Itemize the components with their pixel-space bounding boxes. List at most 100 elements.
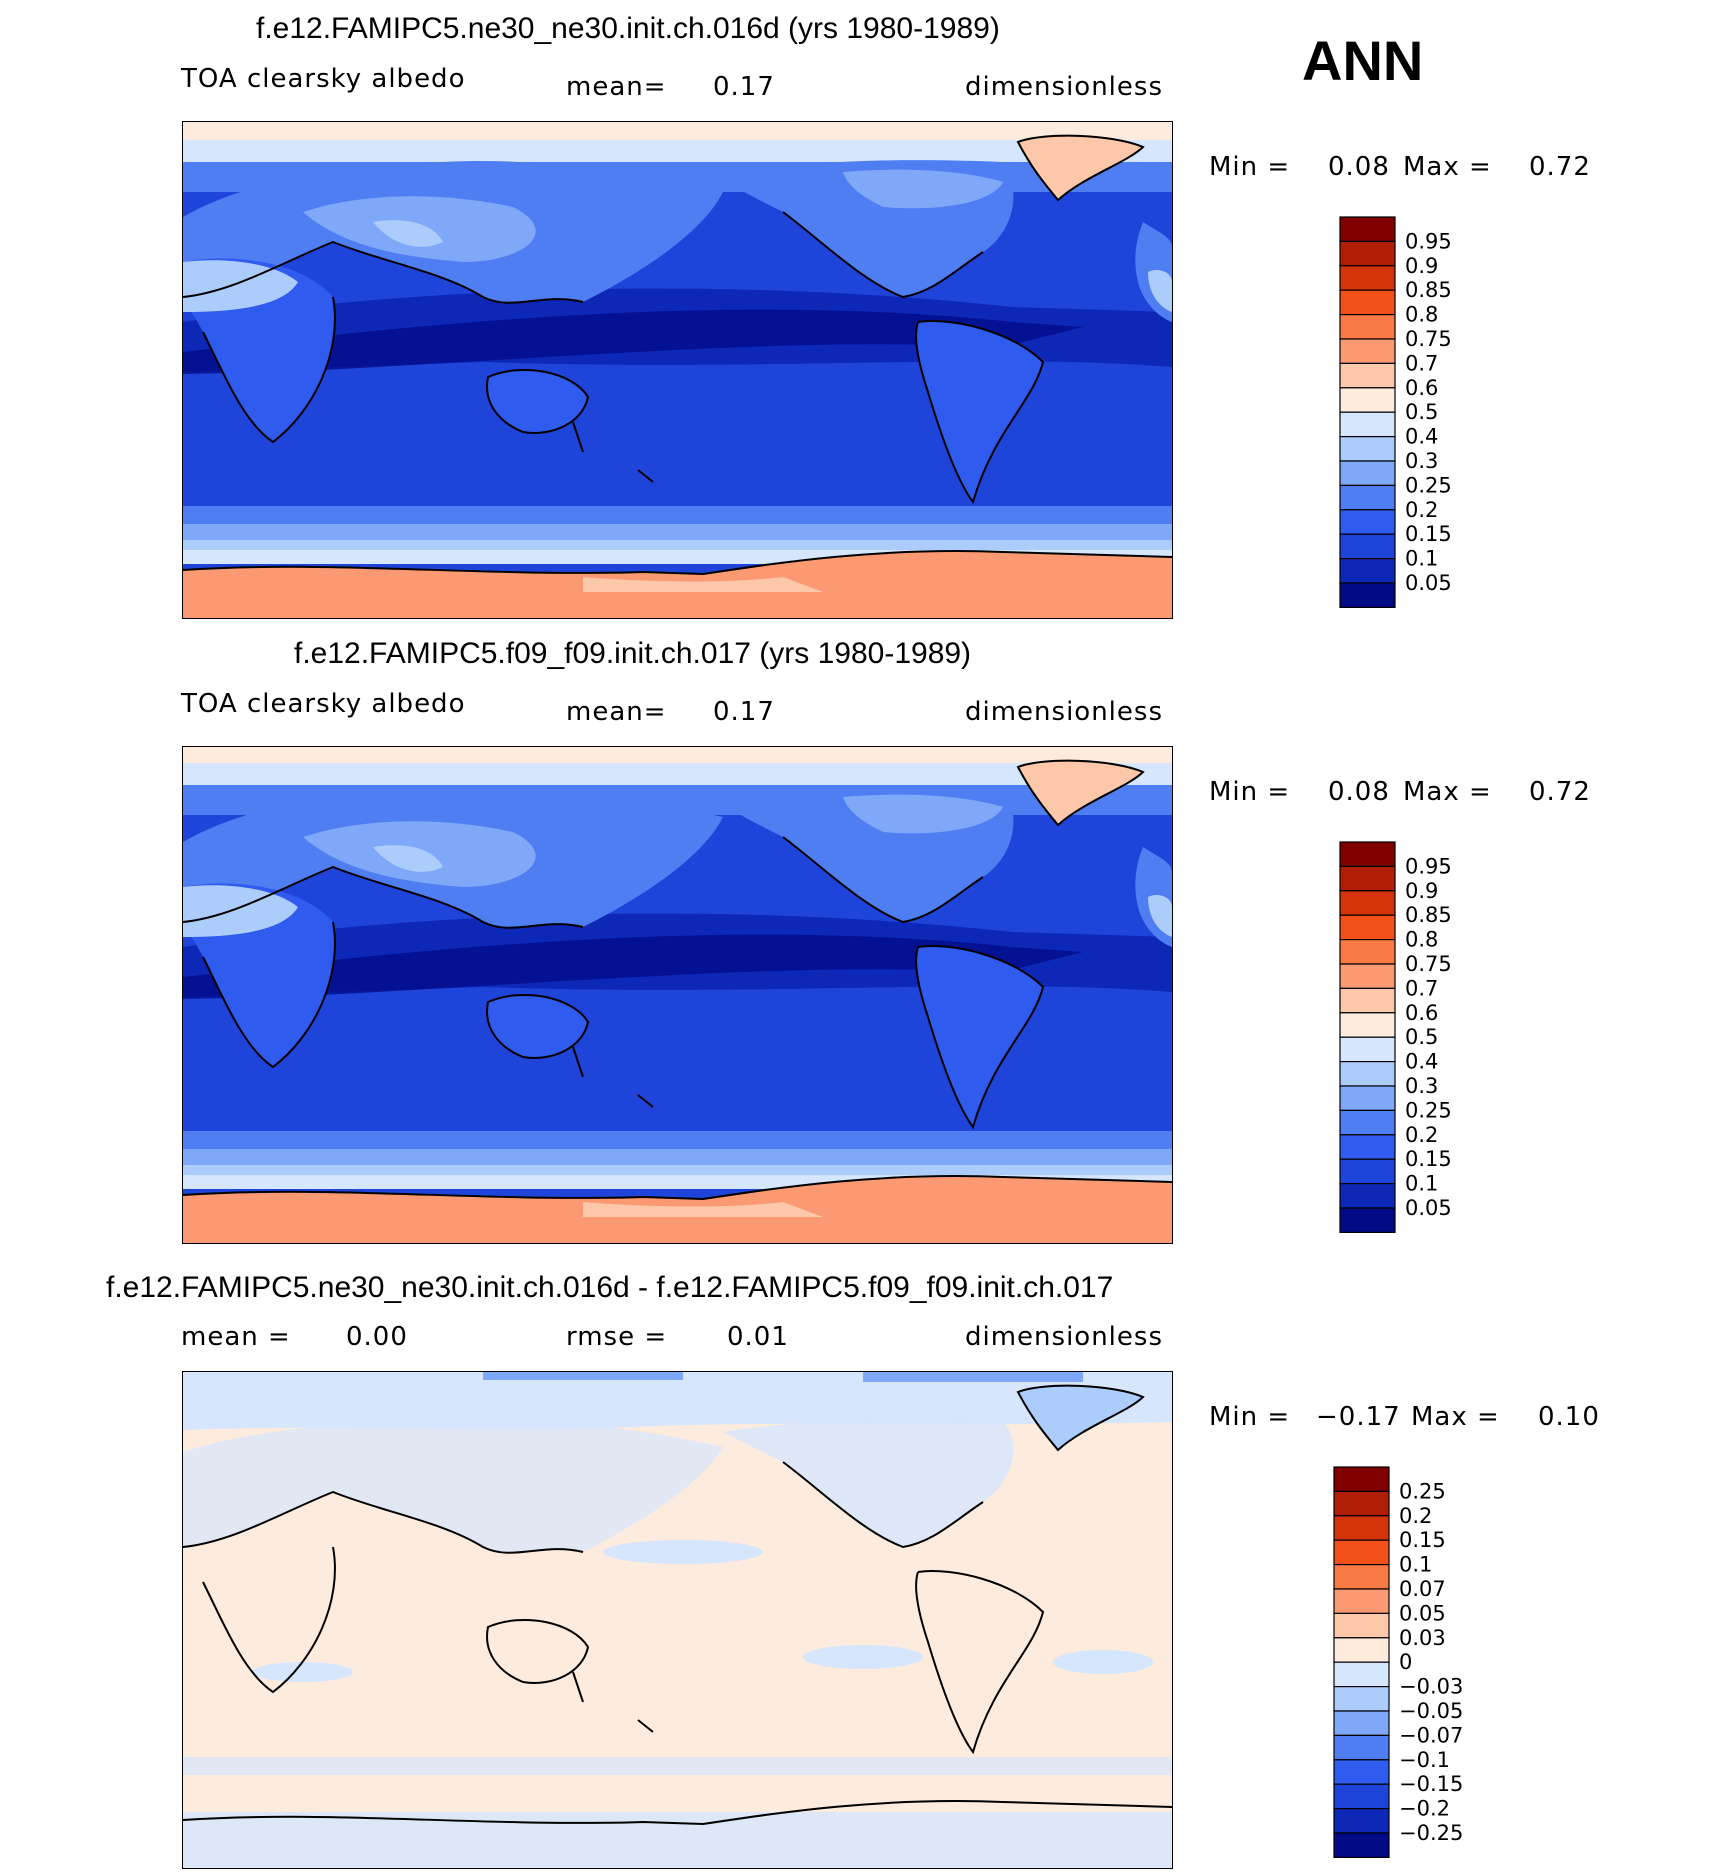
colorbar-tick-label: 0.8 — [1405, 928, 1438, 952]
panel1-min-label: Min = — [1209, 152, 1291, 182]
colorbar-swatch — [1339, 533, 1396, 560]
colorbar-swatch — [1333, 1539, 1390, 1566]
colorbar-swatch — [1333, 1563, 1390, 1590]
colorbar-tick-label: 0.75 — [1405, 327, 1452, 351]
colorbar-tick-label: 0.15 — [1399, 1528, 1446, 1552]
colorbar-swatch — [1333, 1710, 1390, 1736]
colorbar-tick-label: −0.05 — [1399, 1699, 1463, 1723]
colorbar-tick-label: 0.85 — [1405, 278, 1452, 302]
colorbar-swatch — [1333, 1783, 1390, 1810]
colorbar-swatch — [1339, 338, 1396, 364]
colorbar-tick-label: 0.9 — [1405, 254, 1438, 278]
colorbar-swatch — [1333, 1734, 1390, 1761]
panel3-max-label: Max = — [1411, 1402, 1500, 1432]
colorbar-tick-label: −0.25 — [1399, 1821, 1463, 1845]
panel2-min-label: Min = — [1209, 777, 1291, 807]
panel2-mean-value: 0.17 — [713, 697, 775, 727]
colorbar-tick-label: 0.15 — [1405, 522, 1452, 546]
colorbar-swatch — [1339, 289, 1396, 316]
panel1-units: dimensionless — [965, 72, 1163, 102]
panel2-min-value: 0.08 — [1328, 777, 1390, 807]
colorbar-tick-label: 0.25 — [1405, 473, 1452, 497]
panel1-mean-label: mean= — [566, 72, 667, 102]
colorbar-swatch — [1333, 1832, 1390, 1858]
colorbar-swatch — [1339, 460, 1396, 486]
colorbar-swatch — [1339, 1134, 1396, 1160]
colorbar-swatch — [1339, 1012, 1396, 1038]
panel1-max-label: Max = — [1403, 152, 1492, 182]
colorbar-swatch — [1339, 362, 1396, 389]
colorbar-tick-label: −0.03 — [1399, 1675, 1463, 1699]
panel1-variable-name: TOA clearsky albedo — [181, 64, 466, 94]
colorbar-swatch — [1333, 1686, 1390, 1712]
colorbar-swatch — [1339, 963, 1396, 989]
panel2-mean-label: mean= — [566, 697, 667, 727]
colorbar-tick-label: 0.03 — [1399, 1626, 1446, 1650]
colorbar-tick-label: −0.1 — [1399, 1748, 1450, 1772]
colorbar-tick-label: 0.25 — [1405, 1098, 1452, 1122]
colorbar-swatch — [1339, 265, 1396, 291]
colorbar-tick-label: 0.95 — [1405, 229, 1452, 253]
panel3-title: f.e12.FAMIPC5.ne30_ne30.init.ch.016d - f… — [106, 1271, 1114, 1304]
colorbar-tick-label: 0.3 — [1405, 449, 1438, 473]
colorbar-swatch — [1339, 313, 1396, 340]
colorbar-tick-label: −0.07 — [1399, 1723, 1463, 1747]
colorbar-swatch — [1339, 387, 1396, 413]
panel3-units: dimensionless — [965, 1322, 1163, 1352]
colorbar-swatch — [1333, 1588, 1390, 1614]
panel3-rmse-label: rmse = — [566, 1322, 668, 1352]
colorbar-swatch — [1339, 1036, 1396, 1063]
colorbar-tick-label: 0.05 — [1405, 1196, 1452, 1220]
colorbar-tick-label: 0.1 — [1405, 547, 1438, 571]
colorbar-swatch — [1339, 1158, 1396, 1185]
colorbar-swatch — [1333, 1515, 1390, 1541]
colorbar-tick-label: 0.3 — [1405, 1074, 1438, 1098]
panel3-min-value: −0.17 — [1316, 1402, 1401, 1432]
colorbar-tick-label: 0.6 — [1405, 1001, 1438, 1025]
colorbar-swatch — [1339, 436, 1396, 462]
panel2-units: dimensionless — [965, 697, 1163, 727]
colorbar-tick-label: 0.4 — [1405, 1050, 1438, 1074]
colorbar-swatch — [1339, 558, 1396, 584]
colorbar-tick-label: 0.6 — [1405, 376, 1438, 400]
colorbar-swatch — [1339, 1183, 1396, 1209]
colorbar-tick-label: 0.7 — [1405, 351, 1438, 375]
colorbar-tick-label: −0.2 — [1399, 1797, 1450, 1821]
panel2-max-label: Max = — [1403, 777, 1492, 807]
panel3-colorbar: 0.25 0.2 0.15 0.1 0.07 0.05 0.03 0 −0.03 −0.05 −0.… — [1333, 1466, 1514, 1859]
panel2-title: f.e12.FAMIPC5.f09_f09.init.ch.017 (yrs 1… — [294, 637, 972, 670]
colorbar-swatch — [1333, 1661, 1390, 1688]
panel3-max-value: 0.10 — [1538, 1402, 1600, 1432]
colorbar-swatch — [1333, 1466, 1390, 1492]
colorbar-tick-label: 0.2 — [1405, 1123, 1438, 1147]
colorbar-tick-label: −0.15 — [1399, 1772, 1463, 1796]
colorbar-swatch — [1339, 240, 1396, 267]
panel3-mean-value: 0.00 — [346, 1322, 408, 1352]
colorbar-tick-label: 0.1 — [1405, 1172, 1438, 1196]
colorbar-tick-label: 0.15 — [1405, 1147, 1452, 1171]
panel1-mean-value: 0.17 — [713, 72, 775, 102]
colorbar-swatch — [1339, 1109, 1396, 1136]
colorbar-swatch — [1333, 1637, 1390, 1663]
colorbar-swatch — [1339, 411, 1396, 438]
colorbar-tick-label: 0.8 — [1405, 303, 1438, 327]
colorbar-tick-label: 0.25 — [1399, 1479, 1446, 1503]
panel3-min-label: Min = — [1209, 1402, 1291, 1432]
colorbar-swatch — [1339, 865, 1396, 892]
panel2-map — [182, 746, 1173, 1244]
colorbar-swatch — [1339, 1207, 1396, 1233]
colorbar-tick-label: 0.5 — [1405, 400, 1438, 424]
panel1-map — [182, 121, 1173, 619]
colorbar-tick-label: 0.07 — [1399, 1577, 1446, 1601]
panel1-max-value: 0.72 — [1529, 152, 1591, 182]
colorbar-swatch — [1339, 484, 1396, 511]
colorbar-swatch — [1339, 216, 1396, 242]
panel3-map — [182, 1371, 1173, 1869]
colorbar-swatch — [1333, 1612, 1390, 1639]
colorbar-tick-label: 0.85 — [1405, 903, 1452, 927]
panel2-max-value: 0.72 — [1529, 777, 1591, 807]
colorbar-swatch — [1339, 890, 1396, 916]
colorbar-tick-label: 0.2 — [1399, 1504, 1432, 1528]
colorbar-tick-label: 0.05 — [1405, 571, 1452, 595]
colorbar-swatch — [1333, 1490, 1390, 1517]
